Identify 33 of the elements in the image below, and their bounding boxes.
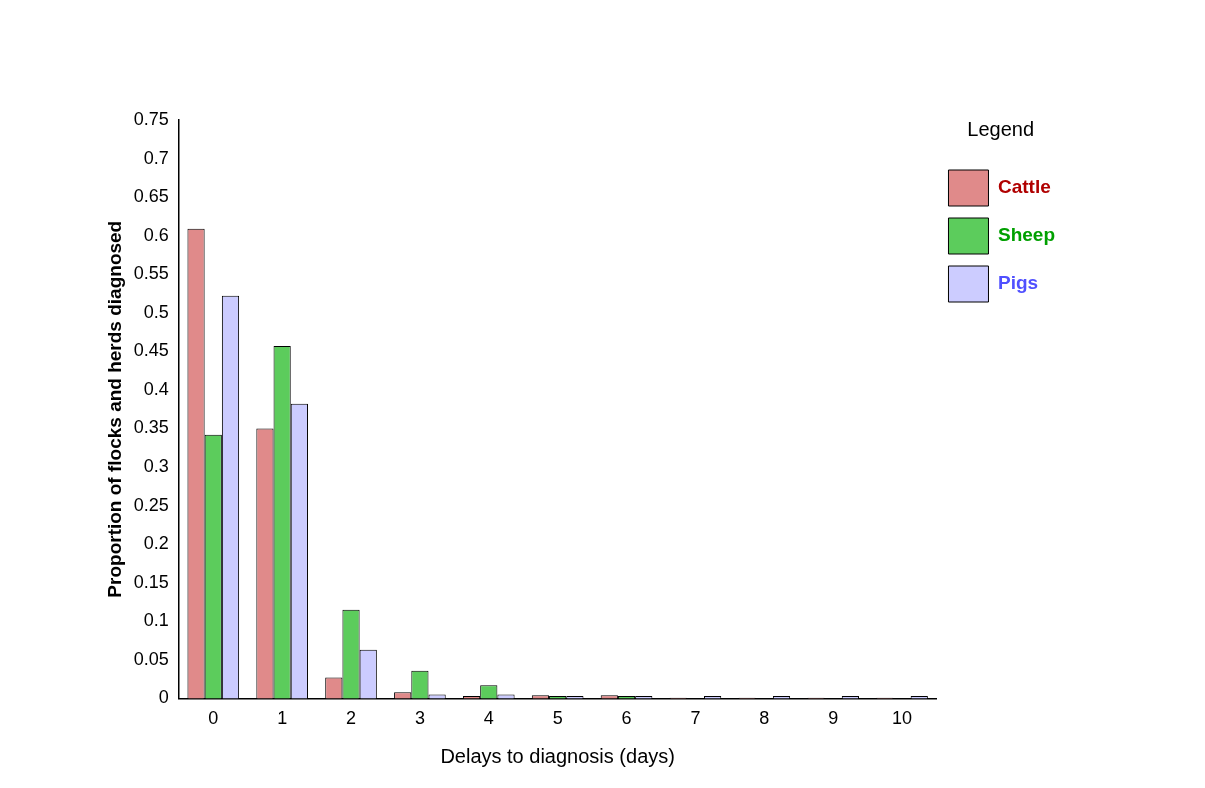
y-tick-label: 0.15 (133, 571, 169, 592)
legend-label: Pigs (997, 272, 1039, 294)
y-tick-label: 0.55 (133, 263, 169, 284)
x-tick-label: 9 (828, 708, 839, 729)
x-tick-label: 5 (552, 708, 563, 729)
x-tick-label: 10 (892, 708, 913, 729)
y-tick-label: 0.5 (143, 301, 169, 322)
y-tick-label: 0.45 (133, 340, 169, 361)
y-tick-label: 0.05 (133, 648, 169, 669)
y-tick-label: 0.1 (143, 610, 169, 631)
x-tick-label: 4 (483, 708, 494, 729)
x-tick-label: 8 (759, 708, 770, 729)
y-axis-title: Proportion of flocks and herds diagnosed (103, 220, 125, 598)
x-tick-label: 2 (346, 708, 357, 729)
x-tick-label: 3 (414, 708, 425, 729)
y-tick-label: 0.4 (143, 378, 169, 399)
y-tick-label: 0.2 (143, 533, 169, 554)
x-tick-label: 1 (277, 708, 288, 729)
y-tick-label: 0.35 (133, 417, 169, 438)
legend-title: Legend (967, 117, 1035, 140)
x-tick-label: 0 (208, 708, 219, 729)
y-tick-label: 0.25 (133, 494, 169, 515)
y-tick-label: 0.3 (143, 456, 169, 477)
legend-label: Sheep (997, 224, 1056, 246)
y-tick-label: 0.7 (143, 147, 169, 168)
y-tick-label: 0.6 (143, 224, 169, 245)
x-tick-label: 6 (621, 708, 632, 729)
x-axis-title: Delays to diagnosis (days) (440, 744, 675, 767)
x-tick-label: 7 (690, 708, 701, 729)
y-tick-label: 0.65 (133, 186, 169, 207)
y-tick-label: 0.75 (133, 108, 169, 129)
y-tick-label: 0 (158, 687, 169, 708)
legend-label: Cattle (997, 176, 1051, 198)
